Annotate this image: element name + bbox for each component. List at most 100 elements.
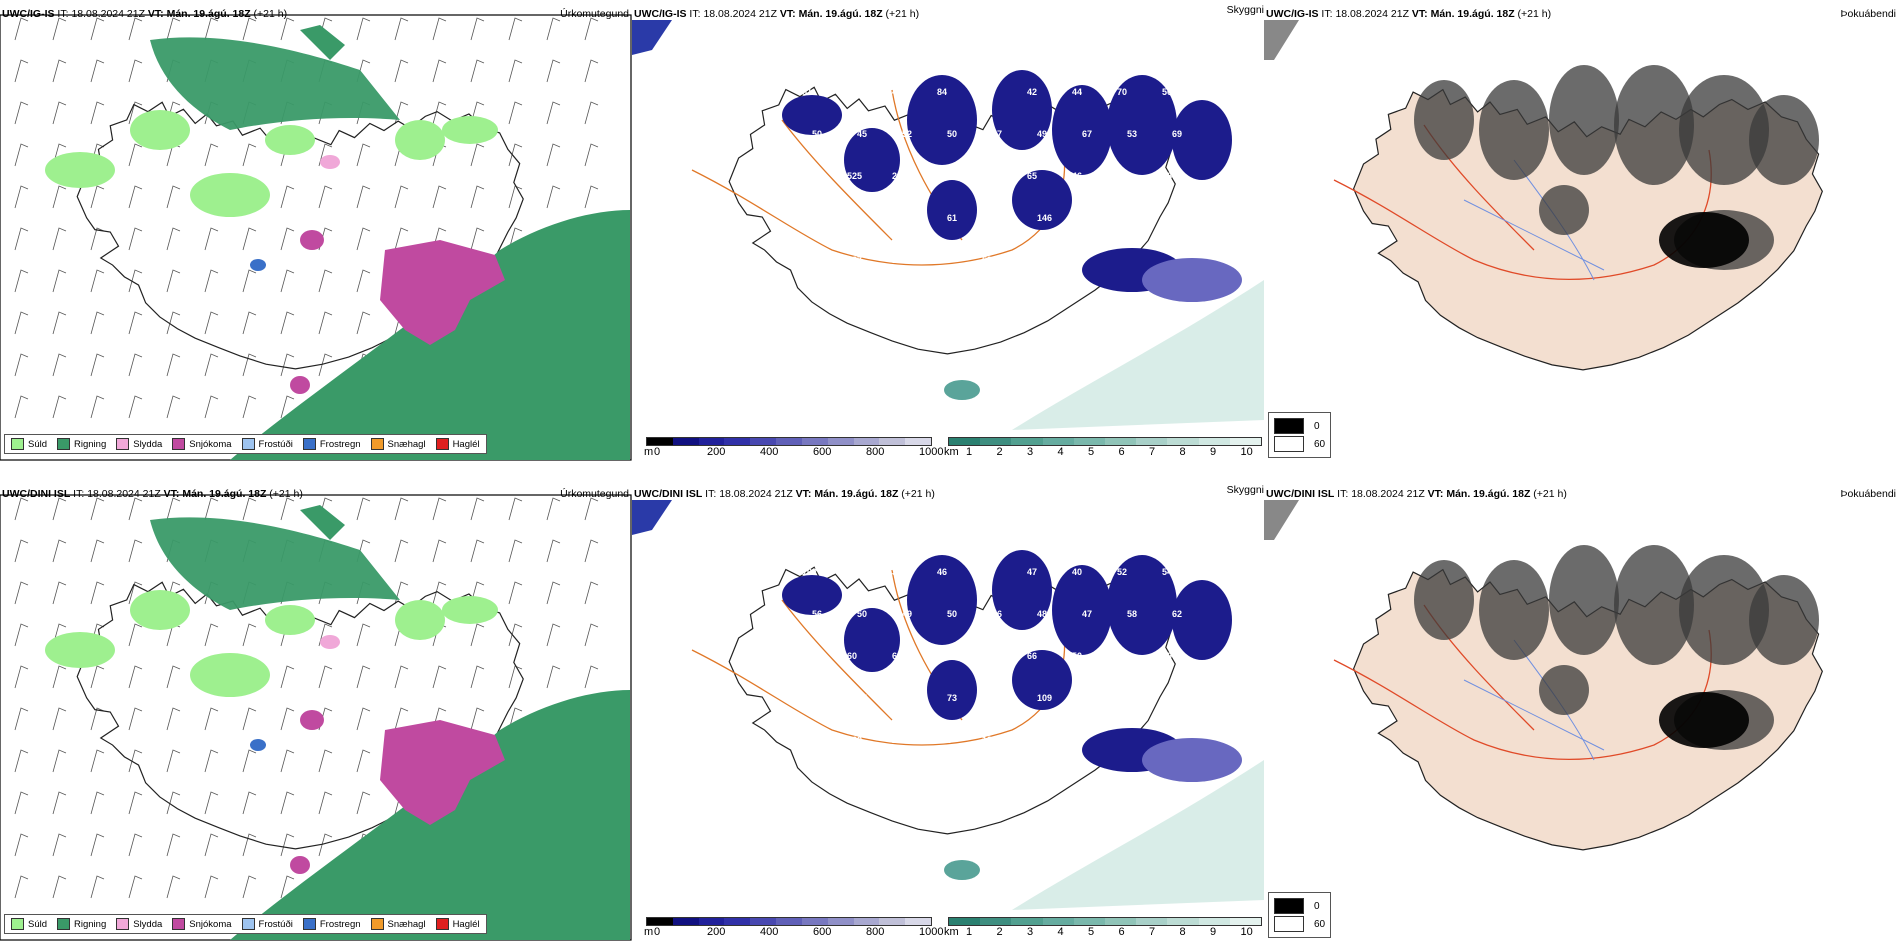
wind-barb: [280, 185, 295, 209]
legend-label: Súld: [28, 438, 48, 450]
wind-barb: [14, 707, 29, 731]
panel-title: Þokuábendi: [1840, 8, 1896, 20]
colorbar-unit: m: [644, 446, 654, 458]
cloud-base-value: 53: [1127, 129, 1137, 139]
colorbar-cell: [980, 918, 1012, 925]
wind-barb: [90, 101, 105, 125]
legend-item: Snæhagl: [370, 918, 426, 930]
cloud-area: [632, 500, 672, 535]
colorbar-cell: [879, 918, 906, 925]
wind-barb: [394, 665, 409, 689]
wind-barb: [14, 581, 29, 605]
cloud-base-value: 69: [992, 693, 1002, 703]
fog-legend: 0 60: [1268, 412, 1332, 458]
fog-legend-swatch: [1274, 916, 1304, 932]
freezing-rain-area: [250, 259, 266, 271]
wind-barb: [432, 665, 447, 689]
fog-indicator-area: [1614, 545, 1694, 665]
wind-barb: [318, 749, 333, 773]
fog-legend-row: 0: [1274, 897, 1325, 915]
lead-time: (+21 h): [253, 8, 288, 20]
wind-barb: [242, 749, 257, 773]
legend-item: Haglél: [435, 918, 480, 930]
lead-time: (+21 h): [269, 488, 303, 500]
cloud-base-panel-2: UWC/DINI ISL IT: 18.08.2024 21Z VT: Mán.…: [632, 480, 1264, 950]
cloud-base-value: 146: [1037, 213, 1052, 223]
colorbar-tick: 8: [1179, 446, 1186, 458]
colorbar-cell: [647, 918, 673, 925]
legend-label: Snæhagl: [387, 438, 426, 450]
cloud-base-value: 88: [1172, 693, 1182, 703]
wind-barb: [280, 497, 295, 521]
legend-swatch: [57, 918, 71, 930]
wind-barb: [128, 497, 143, 521]
cloud-base-value: 66: [982, 171, 992, 181]
colorbar-cell: [1073, 438, 1106, 445]
wind-barb: [432, 59, 447, 83]
map-canvas: [1264, 20, 1823, 371]
wind-barb: [318, 143, 333, 167]
cloud-base-value: 41: [802, 171, 812, 181]
colorbar-cell: [1229, 438, 1262, 445]
wind-barb: [166, 227, 181, 251]
wind-barb: [166, 791, 181, 815]
cloud-base-value: 50: [812, 129, 822, 139]
wind-barb: [432, 17, 447, 41]
wind-barb: [280, 791, 295, 815]
low-cloud-area: [927, 180, 977, 240]
cloud-base-value: 50: [1072, 651, 1082, 661]
cloud-base-value: 66: [1027, 651, 1037, 661]
wind-barb: [166, 17, 181, 41]
wind-barb: [90, 17, 105, 41]
wind-barb: [280, 875, 295, 899]
wind-barb: [318, 791, 333, 815]
wind-barb: [394, 17, 409, 41]
colorbar-cell: [1167, 918, 1199, 925]
legend-label: Slydda: [133, 918, 163, 930]
wind-barb: [90, 395, 105, 419]
lead-time: (+21 h): [885, 8, 920, 20]
map-canvas: 51 55 47 84 48 42 44 70 50 50 45 52 50 57 49 67 53 69 41 52…: [632, 20, 1264, 430]
wind-barb: [128, 875, 143, 899]
wind-barb: [128, 581, 143, 605]
wind-barb: [14, 833, 29, 857]
wind-barb: [470, 539, 485, 563]
wind-barb: [242, 269, 257, 293]
vt-label: VT:: [779, 8, 796, 20]
cloud-base-value: 137: [1082, 213, 1097, 223]
vt-value: Mán. 19.ágú. 18Z: [814, 488, 899, 500]
wind-barb: [166, 875, 181, 899]
wind-barb: [356, 227, 371, 251]
wind-barb: [128, 143, 143, 167]
wind-barb: [546, 539, 561, 563]
colorbar-tick: 400: [760, 446, 779, 458]
legend-label: Frostregn: [319, 918, 361, 930]
vt-value: Mán. 19.ágú. 18Z: [798, 8, 883, 20]
legend-label: Frostregn: [319, 438, 361, 450]
wind-barb: [318, 353, 333, 377]
cloud-base-value: 49: [902, 609, 912, 619]
legend-label: Rigning: [74, 918, 107, 930]
cloud-base-value: 102: [802, 567, 817, 577]
legend-item: Rigning: [57, 918, 106, 930]
visibility-haze: [1012, 760, 1264, 910]
colorbar-cell: [647, 438, 673, 445]
wind-barb: [14, 395, 29, 419]
colorbar-cell: [1011, 438, 1043, 445]
wind-barb: [584, 101, 599, 125]
wind-barb: [128, 707, 143, 731]
colorbar-tick: 2: [996, 446, 1003, 458]
wind-barb: [166, 497, 181, 521]
cloud-base-value: 55: [847, 87, 857, 97]
wind-barb: [356, 497, 371, 521]
wind-barb: [546, 665, 561, 689]
colorbar-cell: [1198, 918, 1230, 925]
legend-swatch: [11, 918, 24, 930]
wind-barb: [508, 227, 523, 251]
cloud-base-value: 70: [857, 213, 867, 223]
wind-barb: [356, 311, 371, 335]
wind-barb: [14, 227, 29, 251]
colorbar-tick: 200: [707, 446, 726, 458]
cloud-base-value: 124: [982, 735, 997, 745]
snow-area: [380, 240, 505, 345]
